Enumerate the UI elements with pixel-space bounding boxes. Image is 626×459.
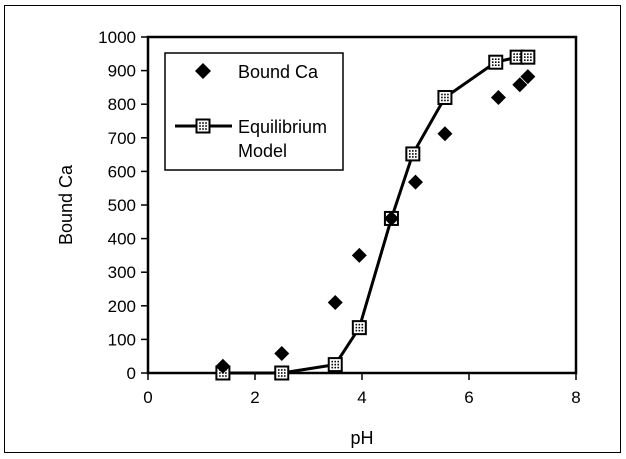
y-tick-label-1: 100: [108, 330, 136, 349]
bound-ca-point-7: [490, 89, 506, 105]
bound-ca-point-6: [437, 126, 453, 142]
model-point-5: [405, 146, 421, 162]
y-tick-label-6: 600: [108, 162, 136, 181]
bound-ca-point-8: [512, 77, 528, 93]
bound-ca-point-1: [274, 346, 290, 362]
legend-marker-bound-ca: [195, 63, 211, 79]
x-tick-label-3: 6: [464, 388, 473, 407]
data-marks: [215, 49, 536, 381]
model-point-7: [488, 54, 504, 70]
y-tick-label-9: 900: [108, 62, 136, 81]
legend: Bound Ca Equilibrium Model: [164, 52, 344, 171]
y-tick-label-4: 400: [108, 230, 136, 249]
legend-square-marker: [195, 118, 211, 134]
legend-marker-equilibrium-model: [195, 118, 211, 134]
legend-label-equilibrium-model-line1: Equilibrium: [238, 117, 327, 137]
y-axis: 0 100 200 300 400 500 600 700 800 900 1000: [98, 28, 148, 383]
legend-label-equilibrium-model-line2: Model: [238, 141, 287, 161]
y-axis-label: Bound Ca: [56, 164, 76, 245]
y-tick-label-5: 500: [108, 196, 136, 215]
series-line-equilibrium-model: [222, 55, 528, 375]
x-tick-label-4: 8: [571, 388, 580, 407]
x-tick-label-2: 4: [357, 388, 366, 407]
x-axis-label: pH: [350, 428, 373, 448]
chart-frame: [4, 5, 621, 453]
y-tick-label-2: 200: [108, 297, 136, 316]
model-point-2: [327, 357, 343, 373]
bound-ca-point-0: [215, 358, 231, 374]
legend-label-bound-ca: Bound Ca: [238, 62, 319, 82]
bound-ca-point-9: [520, 69, 536, 85]
bound-ca-point-2: [327, 294, 343, 310]
y-tick-label-8: 800: [108, 95, 136, 114]
model-point-9: [520, 49, 536, 65]
bound-ca-point-4: [383, 210, 399, 226]
y-tick-label-0: 0: [127, 364, 136, 383]
bound-ca-point-5: [408, 174, 423, 190]
y-tick-label-7: 700: [108, 129, 136, 148]
y-tick-label-3: 300: [108, 263, 136, 282]
y-tick-label-10: 1000: [98, 28, 136, 47]
x-tick-label-0: 0: [143, 388, 152, 407]
model-point-6: [437, 89, 453, 105]
legend-box: [164, 52, 344, 171]
x-tick-label-1: 2: [250, 388, 259, 407]
model-point-1: [274, 365, 290, 381]
model-point-3: [351, 320, 367, 336]
x-axis: 0 2 4 6 8: [143, 373, 581, 407]
bound-ca-point-3: [351, 247, 367, 263]
